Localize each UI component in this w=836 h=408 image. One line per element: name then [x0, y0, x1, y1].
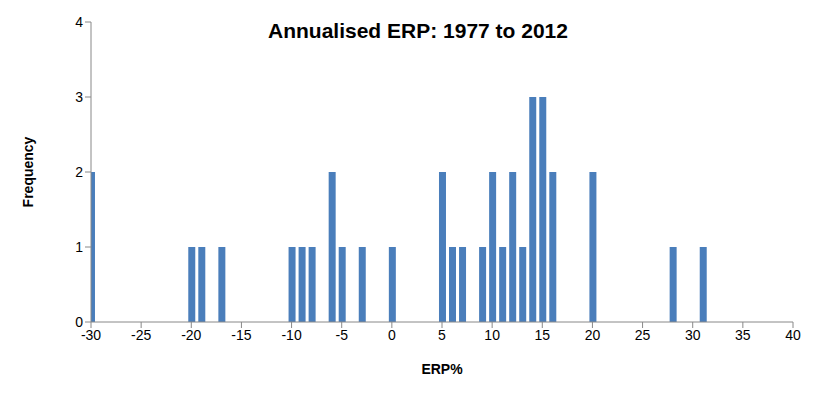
svg-text:-10: -10 [281, 327, 301, 343]
html-text:Annualised ERP: 1977 to 2012: Annualised ERP: 1977 to 2012 [268, 19, 568, 42]
svg-text:5: 5 [438, 327, 446, 343]
svg-text:-20: -20 [181, 327, 201, 343]
svg-text:40: 40 [785, 327, 801, 343]
svg-text:0: 0 [388, 327, 396, 343]
svg-text:-15: -15 [231, 327, 251, 343]
svg-text:Frequency: Frequency [20, 136, 36, 207]
svg-text:15: 15 [534, 327, 550, 343]
svg-text:20: 20 [585, 327, 601, 343]
svg-text:-25: -25 [131, 327, 151, 343]
svg-text:ERP%: ERP% [421, 361, 463, 377]
svg-text:25: 25 [635, 327, 651, 343]
svg-text:35: 35 [735, 327, 751, 343]
svg-text:10: 10 [484, 327, 500, 343]
svg-text:1: 1 [75, 239, 83, 255]
svg-text:-30: -30 [81, 327, 101, 343]
svg-text:0: 0 [75, 314, 83, 330]
svg-text:-5: -5 [335, 327, 348, 343]
svg-text:30: 30 [685, 327, 701, 343]
svg-text:4: 4 [75, 14, 83, 30]
svg-text:3: 3 [75, 89, 83, 105]
svg-text:2: 2 [75, 164, 83, 180]
